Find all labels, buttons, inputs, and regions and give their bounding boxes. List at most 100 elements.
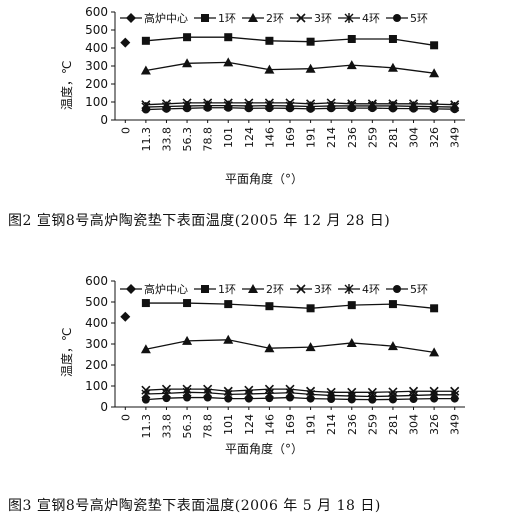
legend-marker <box>248 13 258 22</box>
data-point <box>347 301 356 310</box>
y-tick-label: 0 <box>100 400 108 414</box>
series-line <box>145 102 455 106</box>
legend-marker <box>296 284 306 294</box>
data-point <box>286 393 294 402</box>
x-tick-label: 236 <box>346 127 359 148</box>
series-line <box>145 396 455 401</box>
data-point <box>388 35 397 43</box>
data-point <box>162 394 171 403</box>
x-tick-label: 0 <box>119 414 132 421</box>
legend-item: 4环 <box>338 10 380 26</box>
data-point <box>141 299 150 308</box>
data-point <box>223 334 234 344</box>
data-point <box>264 343 275 353</box>
data-point <box>224 33 233 42</box>
series-line <box>145 36 435 46</box>
legend-label: 5环 <box>410 12 428 25</box>
legend-label: 5环 <box>410 283 428 296</box>
series-3 <box>140 57 440 78</box>
data-point <box>368 395 377 404</box>
data-point <box>183 393 192 402</box>
x-tick-label: 169 <box>284 414 297 435</box>
legend-item: 2环 <box>242 281 284 297</box>
data-point <box>264 64 275 74</box>
chart-3-caption: 图3 宣钢8号高炉陶瓷垫下表面温度(2006 年 5 月 18 日) <box>8 498 381 514</box>
legend-item: 3环 <box>290 10 332 26</box>
legend-marker-icon <box>120 283 142 295</box>
legend-label: 3环 <box>314 283 332 296</box>
legend-marker-icon <box>194 12 216 24</box>
data-point <box>450 105 459 114</box>
legend-item: 1环 <box>194 281 236 297</box>
data-point <box>120 311 131 322</box>
x-tick-label: 33.8 <box>160 127 173 152</box>
data-point <box>409 104 418 113</box>
legend-item: 3环 <box>290 281 332 297</box>
x-tick-label: 236 <box>346 414 359 435</box>
y-tick-label: 500 <box>85 23 108 37</box>
data-point <box>140 344 151 354</box>
legend-marker <box>201 14 209 22</box>
data-point <box>183 299 192 308</box>
chart-3-y-axis-label: 温度，℃ <box>60 327 74 377</box>
legend-item: 5环 <box>386 10 428 26</box>
data-point <box>286 104 294 113</box>
legend-marker <box>344 284 354 294</box>
legend-label: 2环 <box>266 12 284 25</box>
data-point <box>430 304 439 313</box>
data-point <box>388 104 397 113</box>
legend-item: 4环 <box>338 281 380 297</box>
x-tick-label: 326 <box>428 414 441 435</box>
legend-label: 1环 <box>218 283 236 296</box>
legend-label: 4环 <box>362 283 380 296</box>
series-6 <box>141 393 459 404</box>
x-tick-label: 304 <box>408 414 421 435</box>
legend-marker <box>393 285 401 293</box>
legend-marker-icon <box>290 12 312 24</box>
data-point <box>327 395 336 404</box>
data-point <box>141 36 150 45</box>
legend-marker-icon <box>386 12 408 24</box>
x-tick-label: 304 <box>408 127 421 148</box>
data-point <box>182 335 193 345</box>
legend-marker <box>201 285 209 293</box>
data-point <box>306 304 315 313</box>
chart-2-legend: 高炉中心 1环 2环 3环 4环 5环 <box>120 10 428 26</box>
legend-item: 高炉中心 <box>120 10 188 26</box>
legend-label: 4环 <box>362 12 380 25</box>
series-1 <box>120 37 131 48</box>
legend-marker <box>248 284 258 293</box>
legend-marker <box>344 13 354 23</box>
data-point <box>305 63 316 73</box>
data-point <box>327 104 336 113</box>
x-tick-label: 0 <box>119 127 132 134</box>
data-point <box>265 36 274 45</box>
x-tick-label: 191 <box>305 414 318 435</box>
chart-figure-3: 0 100 200 300 400 500 600 0 11.3 33.8 56.3 78.8 101 1… <box>0 265 519 524</box>
data-point <box>224 300 233 309</box>
legend-item: 5环 <box>386 281 428 297</box>
data-point <box>346 60 357 70</box>
legend-marker-icon <box>290 283 312 295</box>
y-tick-label: 400 <box>85 316 108 330</box>
x-tick-label: 259 <box>366 414 379 435</box>
y-tick-label: 200 <box>85 77 108 91</box>
series-line <box>145 61 435 74</box>
data-point <box>388 300 397 309</box>
data-point <box>223 57 234 67</box>
data-point <box>265 302 274 311</box>
x-tick-label: 11.3 <box>140 414 153 439</box>
data-point <box>183 104 192 113</box>
series-line <box>145 388 455 393</box>
data-point <box>450 394 459 403</box>
x-tick-label: 281 <box>387 127 400 148</box>
chart-3-x-axis-label: 平面角度（°） <box>225 442 304 456</box>
data-point <box>409 395 418 404</box>
series-3 <box>140 334 440 357</box>
legend-item: 2环 <box>242 10 284 26</box>
data-point <box>141 395 150 404</box>
x-tick-label: 56.3 <box>181 414 194 439</box>
data-point <box>203 393 212 402</box>
legend-label: 高炉中心 <box>144 283 188 296</box>
series-line <box>145 391 455 398</box>
